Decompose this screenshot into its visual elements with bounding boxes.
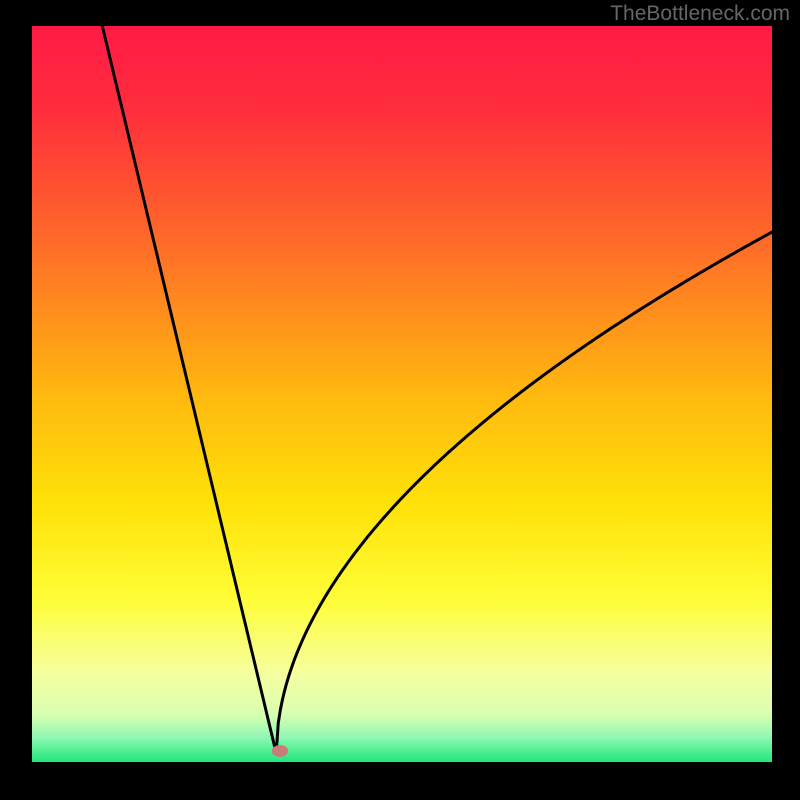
min-marker [272, 745, 288, 757]
gradient-background [32, 26, 772, 762]
bottleneck-chart [32, 26, 772, 762]
plot-container [32, 26, 772, 762]
watermark-text: TheBottleneck.com [610, 2, 790, 26]
